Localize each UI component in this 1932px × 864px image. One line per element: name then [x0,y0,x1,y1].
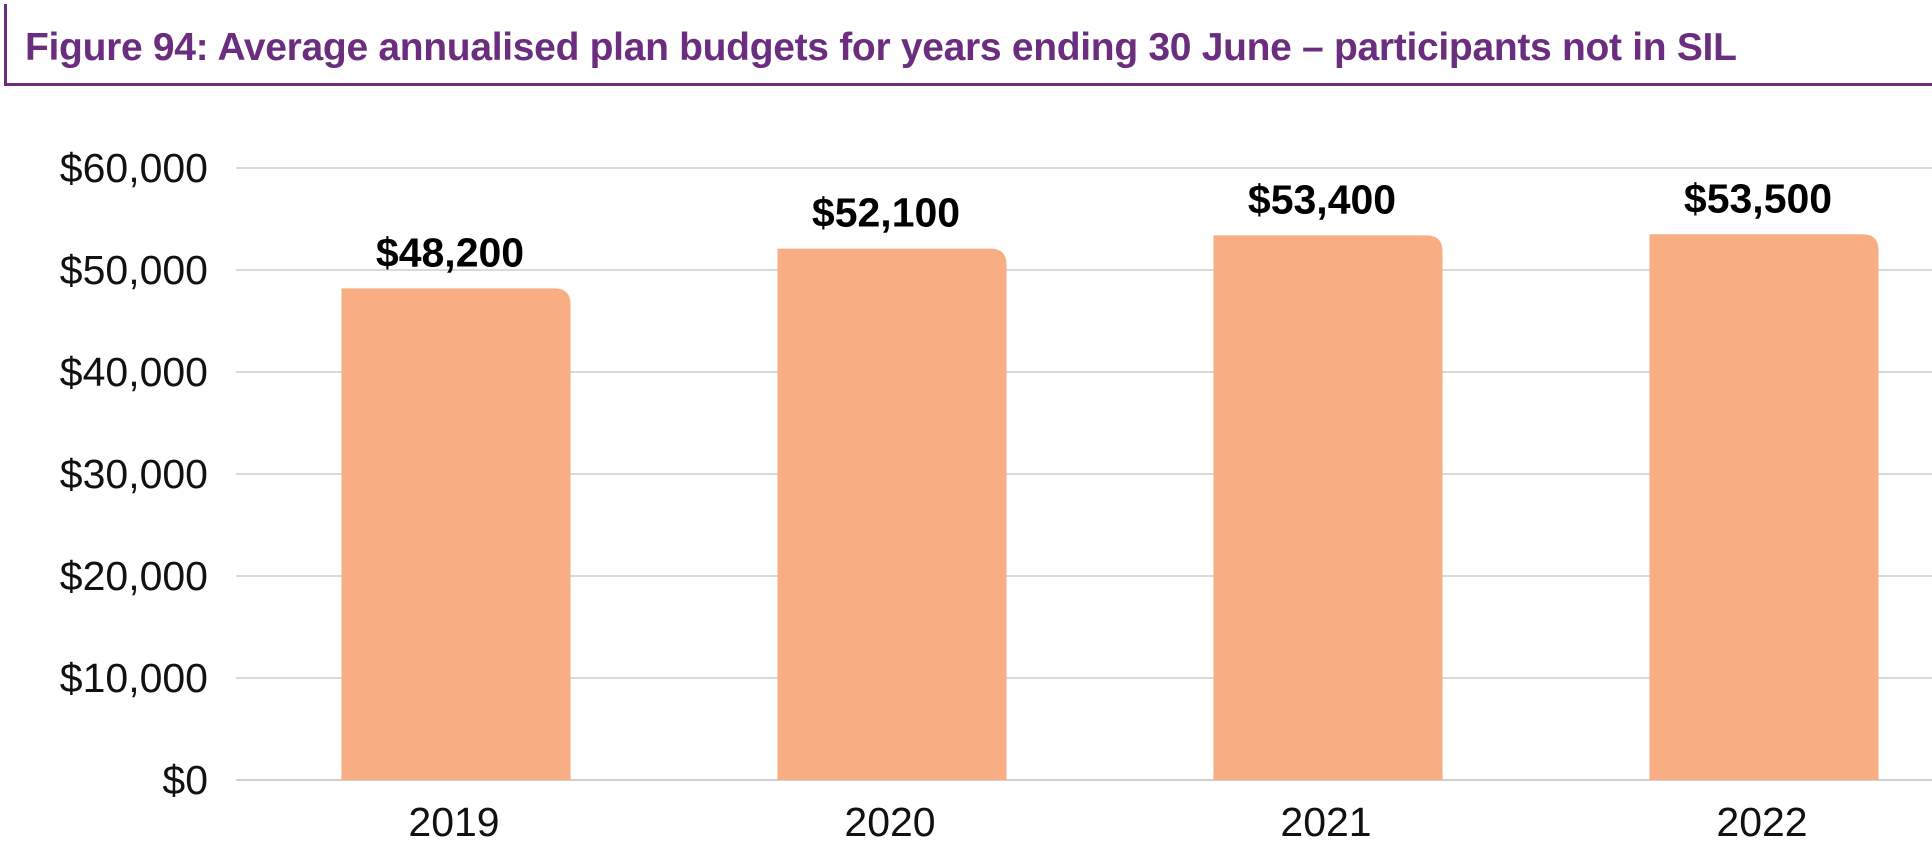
y-tick-label: $10,000 [60,655,208,701]
y-tick-label: $60,000 [60,145,208,191]
y-tick-label: $30,000 [60,451,208,497]
data-label-2020: $52,100 [812,190,960,236]
data-label-2019: $48,200 [376,229,524,275]
y-tick-label: $50,000 [60,247,208,293]
y-tick-label: $0 [162,757,208,803]
x-tick-label-2020: 2020 [844,799,935,845]
x-tick-label-2019: 2019 [408,799,499,845]
data-labels: $48,200 $52,100 $53,400 $53,500 [376,175,1832,275]
bar-2020 [777,248,1007,780]
bar-2022 [1649,234,1879,781]
x-tick-label-2022: 2022 [1716,799,1807,845]
x-tick-label-2021: 2021 [1280,799,1371,845]
chart-title: Figure 94: Average annualised plan budge… [25,26,1737,69]
bar-2021 [1213,235,1443,780]
title-frame: Figure 94: Average annualised plan budge… [4,4,1932,86]
gridlines [236,167,1932,781]
x-axis-tick-labels: 2019 2020 2021 2022 [408,799,1807,845]
y-tick-label: $20,000 [60,553,208,599]
y-tick-label: $40,000 [60,349,208,395]
bars [341,234,1879,781]
data-label-2022: $53,500 [1684,175,1832,221]
y-axis-tick-labels: $0 $10,000 $20,000 $30,000 $40,000 $50,000 $60… [60,145,208,803]
data-label-2021: $53,400 [1248,176,1396,222]
bar-2019 [341,288,571,780]
